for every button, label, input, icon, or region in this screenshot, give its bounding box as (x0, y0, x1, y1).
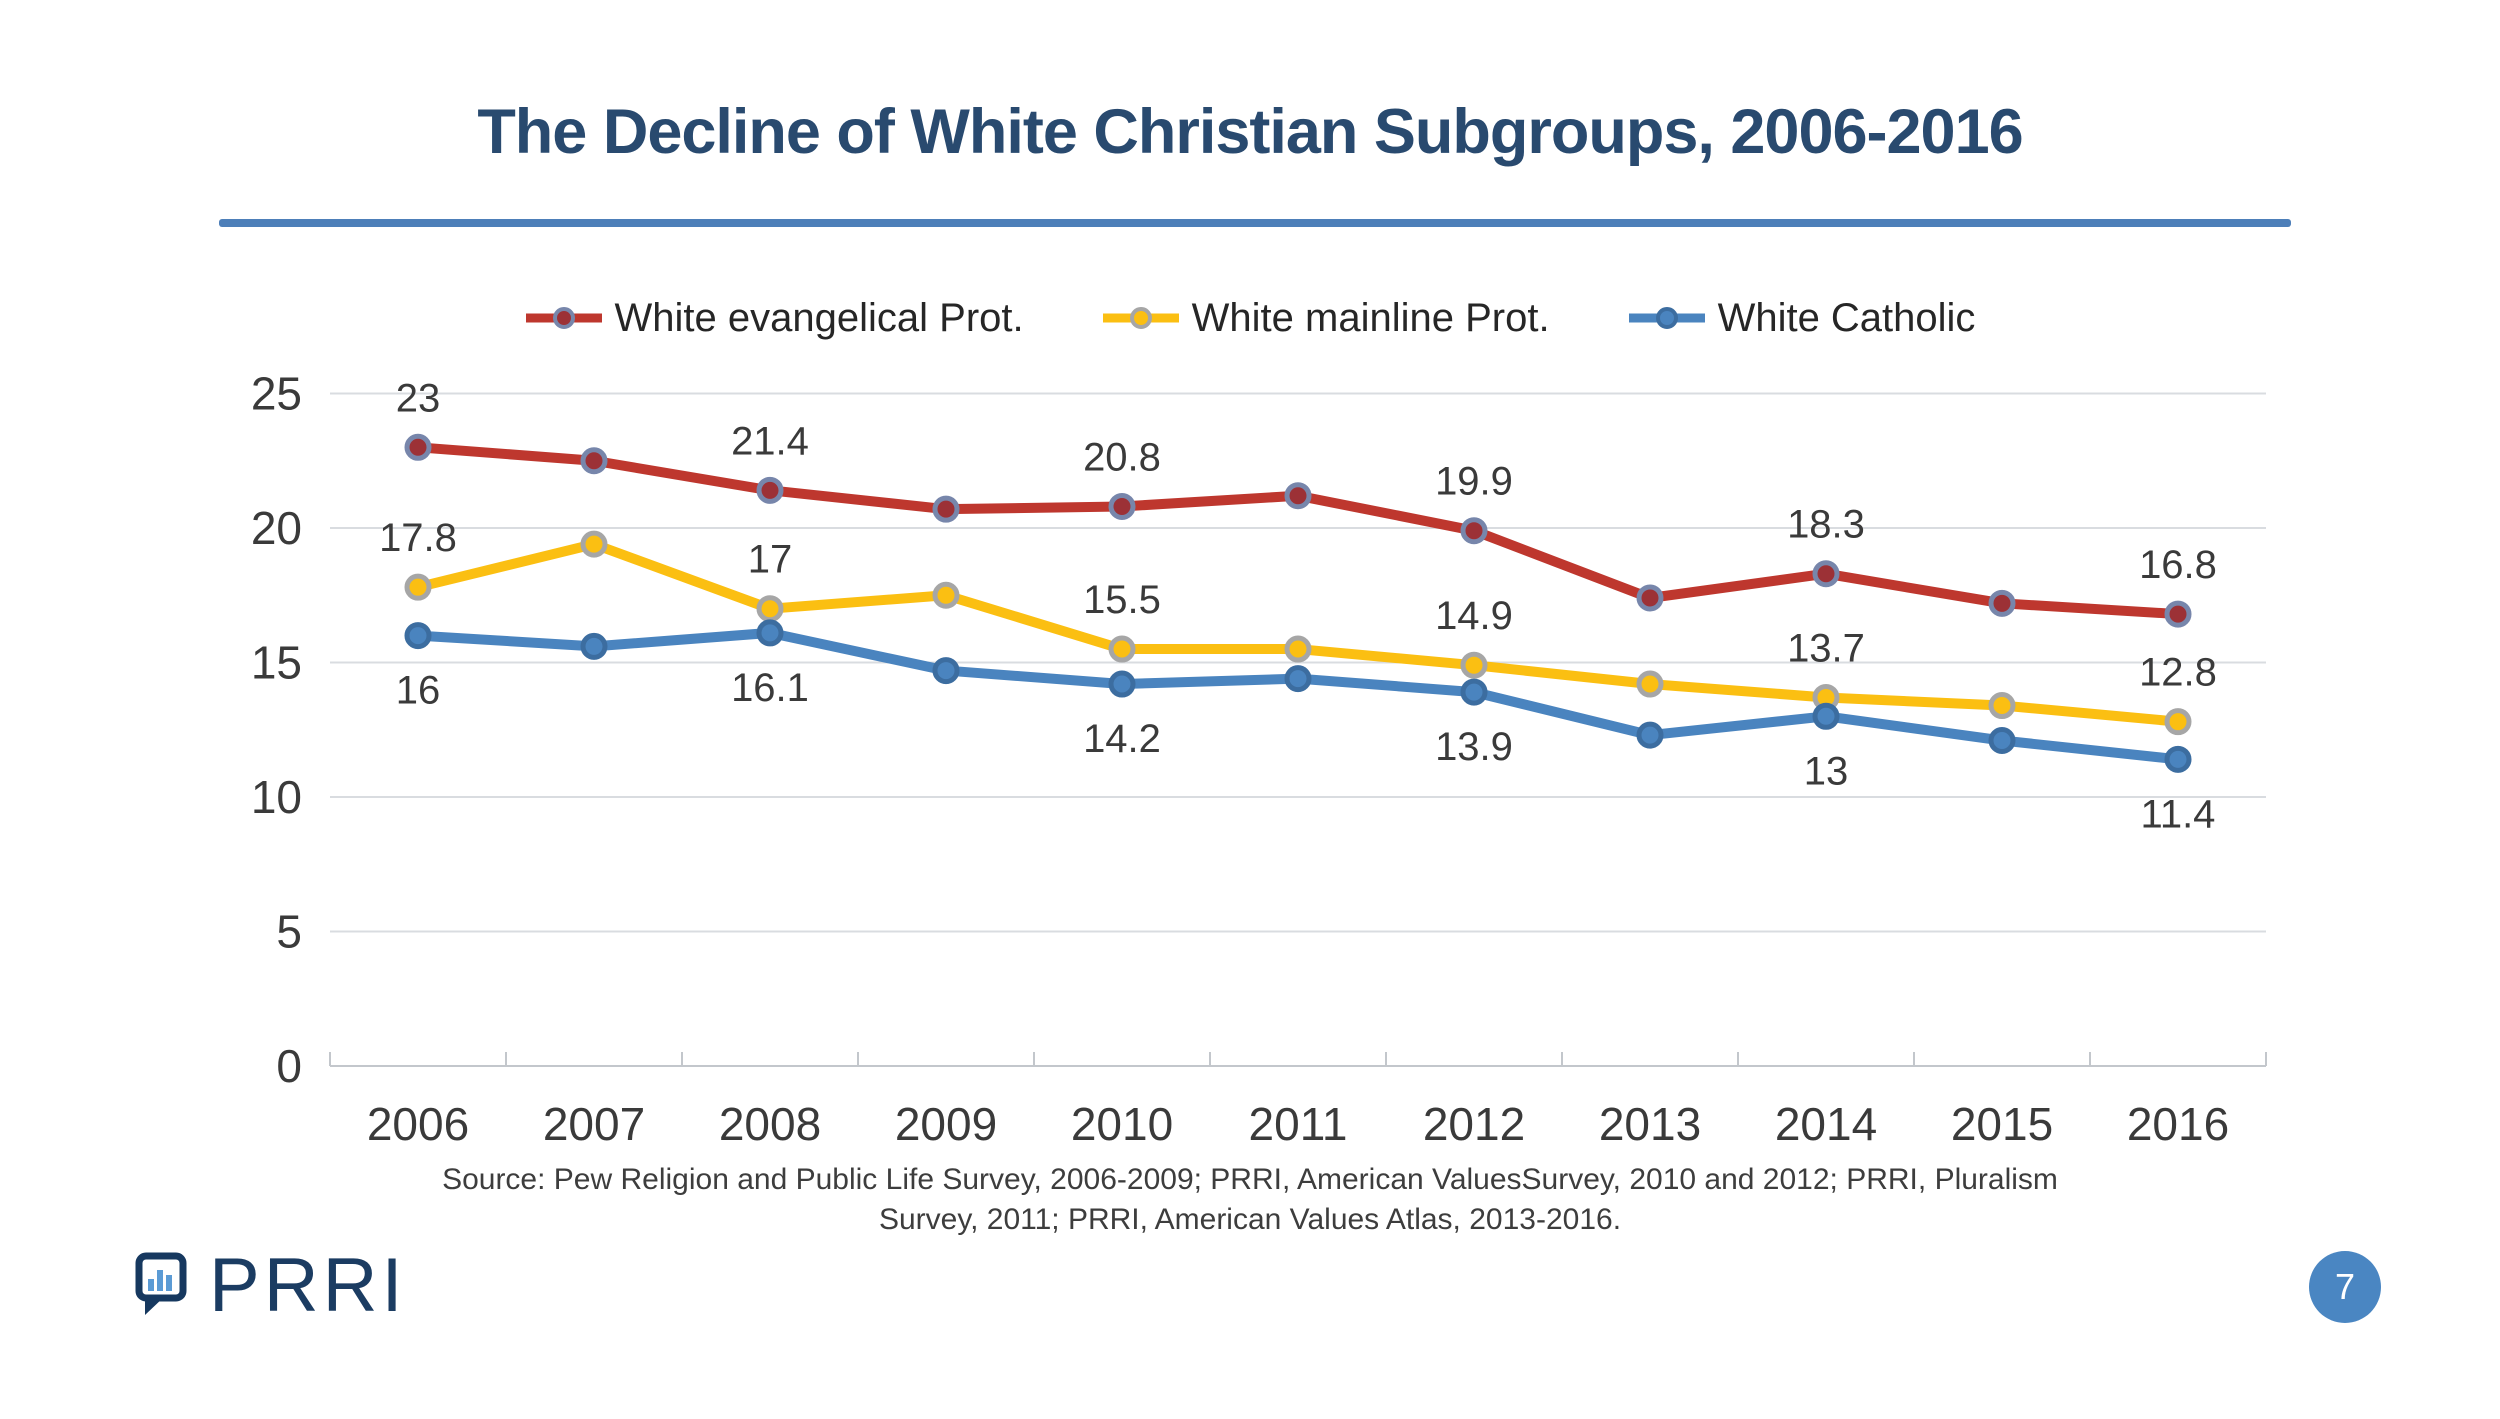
legend-item-white-catholic: White Catholic (1628, 295, 1976, 341)
data-label-2006: 23 (396, 376, 441, 420)
data-point-2015 (1988, 589, 2016, 617)
y-axis-label-0: 0 (276, 1040, 302, 1092)
prri-logo: PRRI (135, 1243, 407, 1328)
data-label-2008: 16.1 (731, 666, 809, 710)
series-white-catholic: 16 16.1 14.2 13.9 13 11.4 (396, 619, 2216, 836)
legend-item-white-evangelical: White evangelical Prot. (525, 296, 1024, 341)
data-label-2016: 11.4 (2141, 792, 2216, 836)
legend-label: White Catholic (1717, 295, 1976, 340)
legend-marker-icon (525, 307, 602, 329)
x-axis-label-2009: 2009 (895, 1098, 997, 1150)
x-axis-label-2010: 2010 (1071, 1098, 1173, 1150)
x-axis-label-2016: 2016 (2127, 1098, 2229, 1150)
data-point-2010 (1108, 492, 1136, 520)
legend-item-white-mainline: White mainline Prot. (1102, 296, 1550, 341)
data-point-2016 (2164, 600, 2192, 628)
data-point-2007 (580, 632, 608, 660)
data-point-2010 (1108, 635, 1136, 663)
data-point-2016 (2164, 708, 2192, 736)
y-axis-labels: 0 5 10 15 20 25 (251, 368, 302, 1093)
data-label-2012: 19.9 (1435, 460, 1513, 504)
prri-logo-text: PRRI (209, 1243, 407, 1328)
data-point-2012 (1460, 651, 1488, 679)
data-point-2013 (1636, 721, 1664, 749)
x-axis-label-2011: 2011 (1249, 1098, 1348, 1150)
title-rule (219, 219, 2291, 227)
data-point-2014 (1812, 560, 1840, 588)
data-point-2015 (1988, 692, 2016, 720)
data-label-2012: 14.9 (1435, 594, 1513, 638)
y-axis-label-15: 15 (251, 637, 302, 689)
data-point-2007 (580, 530, 608, 558)
prri-logo-icon (135, 1252, 187, 1315)
data-point-2009 (932, 495, 960, 523)
legend-label: White evangelical Prot. (614, 295, 1024, 340)
data-label-2016: 12.8 (2139, 651, 2217, 695)
x-axis-label-2014: 2014 (1775, 1098, 1877, 1150)
x-axis-label-2013: 2013 (1599, 1098, 1701, 1150)
data-label-2006: 17.8 (379, 516, 457, 560)
y-axis-label-25: 25 (251, 368, 302, 420)
page-title: The Decline of White Christian Subgroups… (477, 97, 2023, 167)
series-white-mainline-prot-: 17.8 17 15.5 14.9 13.7 12.8 (379, 516, 2217, 736)
page-number-badge: 7 (2309, 1251, 2381, 1323)
data-point-2008 (756, 619, 784, 647)
source-text: Source: Pew Religion and Public Life Sur… (0, 1160, 2500, 1240)
data-label-2010: 15.5 (1083, 578, 1161, 622)
data-label-2012: 13.9 (1435, 725, 1513, 769)
data-point-2016 (2164, 745, 2192, 773)
data-point-2011 (1284, 635, 1312, 663)
data-label-2010: 14.2 (1083, 717, 1161, 761)
series-white-evangelical-prot-: 23 21.4 20.8 19.9 18.3 16.8 (396, 376, 2217, 628)
data-point-2012 (1460, 517, 1488, 545)
series-line (413, 442, 2183, 620)
data-label-2006: 16 (396, 669, 441, 713)
x-axis-label-2012: 2012 (1423, 1098, 1525, 1150)
legend-marker-icon (1628, 307, 1705, 329)
data-point-2006 (404, 573, 432, 601)
data-point-2011 (1284, 482, 1312, 510)
data-point-2006 (404, 622, 432, 650)
data-point-2011 (1284, 665, 1312, 693)
x-axis-label-2006: 2006 (367, 1098, 469, 1150)
data-point-2014 (1812, 702, 1840, 730)
x-axis-labels: 2006 2007 2008 2009 2010 2011 2012 2013 2014 2015… (367, 1098, 2229, 1150)
data-point-2013 (1636, 670, 1664, 698)
data-point-2007 (580, 447, 608, 475)
data-label-2014: 13 (1804, 749, 1849, 793)
series-line (413, 539, 2183, 727)
legend-marker-icon (1102, 307, 1179, 329)
data-label-2008: 21.4 (731, 419, 809, 463)
data-label-2014: 18.3 (1787, 503, 1865, 547)
data-point-2008 (756, 476, 784, 504)
x-axis-label-2007: 2007 (543, 1098, 645, 1150)
x-axis (329, 1052, 2267, 1067)
data-point-2015 (1988, 727, 2016, 755)
y-axis-label-5: 5 (276, 906, 302, 958)
data-label-2008: 17 (748, 538, 793, 582)
data-point-2008 (756, 595, 784, 623)
source-line-1: Source: Pew Religion and Public Life Sur… (442, 1163, 2058, 1196)
data-point-2013 (1636, 584, 1664, 612)
data-point-2006 (404, 433, 432, 461)
y-axis-label-10: 10 (251, 771, 302, 823)
x-axis-label-2015: 2015 (1951, 1098, 2053, 1150)
legend-label: White mainline Prot. (1191, 295, 1550, 340)
data-point-2010 (1108, 670, 1136, 698)
page-number: 7 (2334, 1266, 2356, 1307)
x-axis-label-2008: 2008 (719, 1098, 821, 1150)
chart-legend: White evangelical Prot. White mainline P… (0, 288, 2500, 348)
data-label-2014: 13.7 (1787, 626, 1865, 670)
data-label-2016: 16.8 (2139, 543, 2217, 587)
data-label-2010: 20.8 (1083, 435, 1161, 479)
data-point-2012 (1460, 678, 1488, 706)
data-point-2009 (932, 657, 960, 685)
y-axis-label-20: 20 (251, 502, 302, 554)
source-line-2: Survey, 2011; PRRI, American Values Atla… (878, 1203, 1622, 1236)
data-point-2009 (932, 581, 960, 609)
